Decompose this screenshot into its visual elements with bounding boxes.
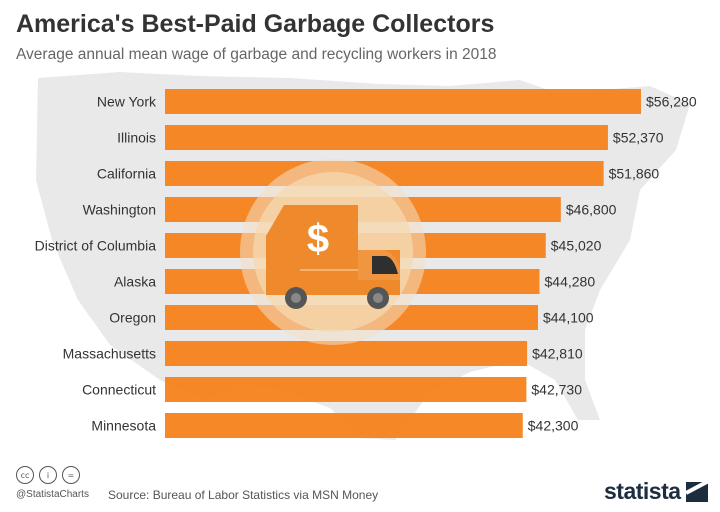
category-label: Massachusetts — [63, 346, 156, 362]
chart-subtitle: Average annual mean wage of garbage and … — [16, 46, 497, 63]
bar-minnesota — [165, 413, 523, 438]
equal-icon: = — [62, 466, 80, 484]
value-label: $56,280 — [646, 94, 697, 110]
bar-massachusetts — [165, 341, 528, 366]
value-label: $44,280 — [545, 274, 596, 290]
category-label: Minnesota — [91, 418, 156, 434]
category-label: New York — [97, 94, 157, 110]
category-label: Washington — [83, 202, 156, 218]
category-label: California — [97, 166, 156, 182]
statista-logo-icon — [685, 481, 708, 502]
twitter-handle[interactable]: @StatistaCharts — [16, 489, 89, 500]
statista-logo[interactable]: statista — [604, 478, 708, 505]
cc-icon: cc — [16, 466, 34, 484]
value-label: $46,800 — [566, 202, 617, 218]
bar-connecticut — [165, 377, 527, 402]
value-label: $44,100 — [543, 310, 594, 326]
value-label: $45,020 — [551, 238, 602, 254]
source-note: Source: Bureau of Labor Statistics via M… — [108, 488, 379, 502]
brand-name: statista — [604, 478, 681, 504]
category-label: Oregon — [109, 310, 156, 326]
labels-group: New York $56,280 Illinois $52,370 California… — [35, 94, 697, 434]
value-label: $42,810 — [532, 346, 583, 362]
dollar-sign: $ — [307, 217, 329, 261]
bar-new-york — [165, 89, 641, 114]
value-label: $42,730 — [531, 382, 582, 398]
value-label: $51,860 — [609, 166, 660, 182]
garbage-truck-icon: $ — [240, 159, 426, 345]
category-label: Connecticut — [82, 382, 156, 398]
license-icons: cc i = — [16, 466, 80, 484]
bar-illinois — [165, 125, 608, 150]
value-label: $42,300 — [528, 418, 579, 434]
category-label: Alaska — [114, 274, 156, 290]
chart-title: America's Best-Paid Garbage Collectors — [16, 10, 495, 38]
category-label: Illinois — [117, 130, 156, 146]
category-label: District of Columbia — [35, 238, 157, 254]
value-label: $52,370 — [613, 130, 664, 146]
by-icon: i — [39, 466, 57, 484]
